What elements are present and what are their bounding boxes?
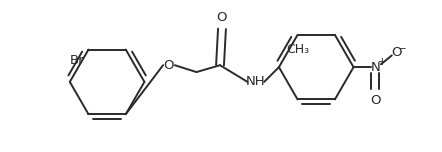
Text: Br: Br (70, 54, 84, 67)
Text: N: N (370, 61, 380, 74)
Text: O: O (392, 46, 402, 59)
Text: CH₃: CH₃ (286, 43, 309, 56)
Text: O: O (370, 94, 381, 107)
Text: O: O (217, 11, 227, 24)
Text: +: + (378, 57, 386, 67)
Text: O: O (164, 59, 174, 72)
Text: NH: NH (246, 75, 265, 88)
Text: −: − (398, 43, 407, 54)
